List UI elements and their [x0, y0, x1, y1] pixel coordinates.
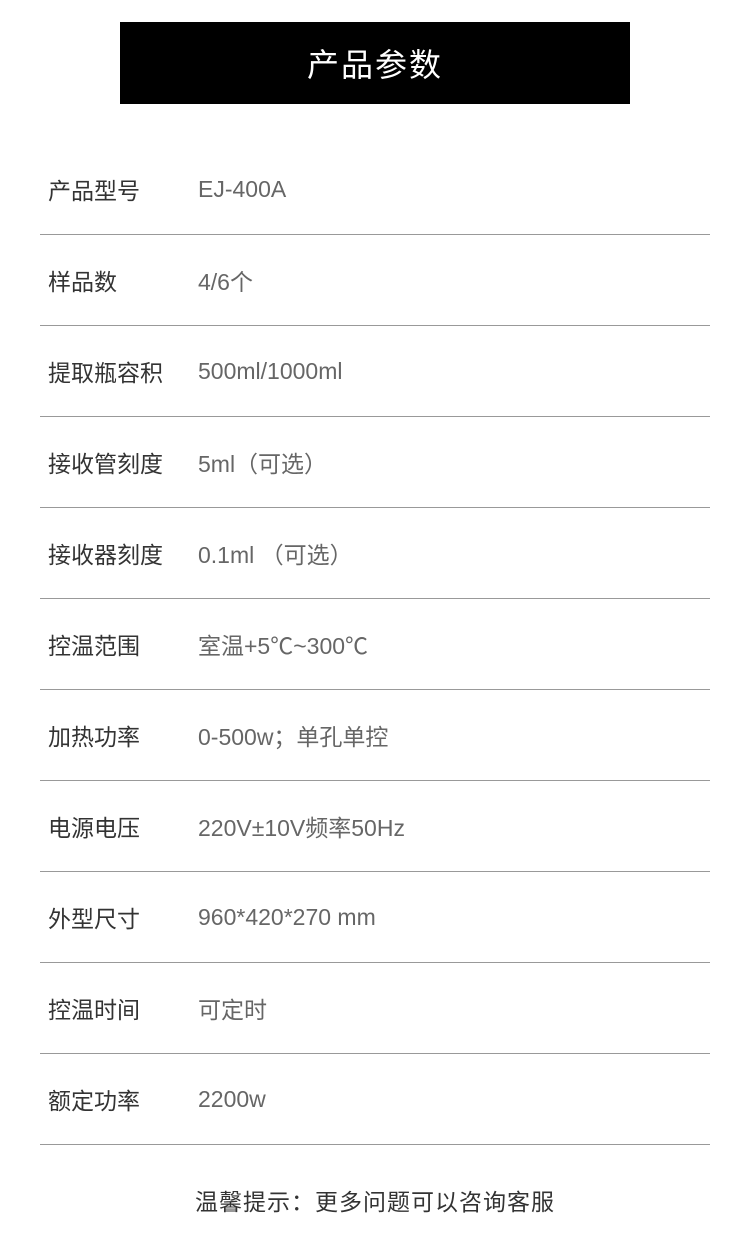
spec-row: 提取瓶容积 500ml/1000ml	[40, 326, 710, 417]
spec-label: 额定功率	[48, 1082, 198, 1116]
spec-value: 220V±10V频率50Hz	[198, 809, 405, 843]
spec-row: 接收管刻度 5ml（可选）	[40, 417, 710, 508]
spec-value: EJ-400A	[198, 176, 286, 203]
page-title: 产品参数	[307, 47, 443, 83]
spec-label: 提取瓶容积	[48, 354, 198, 388]
spec-row: 外型尺寸 960*420*270 mm	[40, 872, 710, 963]
spec-label: 控温时间	[48, 991, 198, 1025]
spec-row: 电源电压 220V±10V频率50Hz	[40, 781, 710, 872]
spec-value: 0-500w；单孔单控	[198, 718, 388, 752]
spec-label: 电源电压	[48, 809, 198, 843]
spec-value: 2200w	[198, 1086, 266, 1113]
spec-value: 5ml（可选）	[198, 445, 327, 479]
spec-label: 产品型号	[48, 172, 198, 206]
spec-label: 接收管刻度	[48, 445, 198, 479]
spec-row: 控温范围 室温+5℃~300℃	[40, 599, 710, 690]
spec-label: 接收器刻度	[48, 536, 198, 570]
spec-value: 可定时	[198, 991, 267, 1025]
spec-label: 样品数	[48, 263, 198, 297]
spec-row: 额定功率 2200w	[40, 1054, 710, 1145]
footer-note: 温馨提示：更多问题可以咨询客服	[40, 1183, 710, 1217]
spec-row: 接收器刻度 0.1ml （可选）	[40, 508, 710, 599]
spec-label: 控温范围	[48, 627, 198, 661]
spec-value: 0.1ml （可选）	[198, 536, 353, 570]
spec-value: 960*420*270 mm	[198, 904, 376, 931]
spec-row: 加热功率 0-500w；单孔单控	[40, 690, 710, 781]
spec-value: 500ml/1000ml	[198, 358, 342, 385]
spec-value: 室温+5℃~300℃	[198, 627, 368, 661]
spec-container: 产品参数 产品型号 EJ-400A 样品数 4/6个 提取瓶容积 500ml/1…	[0, 0, 750, 1217]
spec-row: 控温时间 可定时	[40, 963, 710, 1054]
spec-row: 产品型号 EJ-400A	[40, 144, 710, 235]
spec-list: 产品型号 EJ-400A 样品数 4/6个 提取瓶容积 500ml/1000ml…	[40, 144, 710, 1145]
spec-label: 加热功率	[48, 718, 198, 752]
footer-text: 温馨提示：更多问题可以咨询客服	[195, 1189, 555, 1215]
spec-value: 4/6个	[198, 263, 253, 297]
spec-row: 样品数 4/6个	[40, 235, 710, 326]
title-bar: 产品参数	[120, 22, 630, 104]
spec-label: 外型尺寸	[48, 900, 198, 934]
